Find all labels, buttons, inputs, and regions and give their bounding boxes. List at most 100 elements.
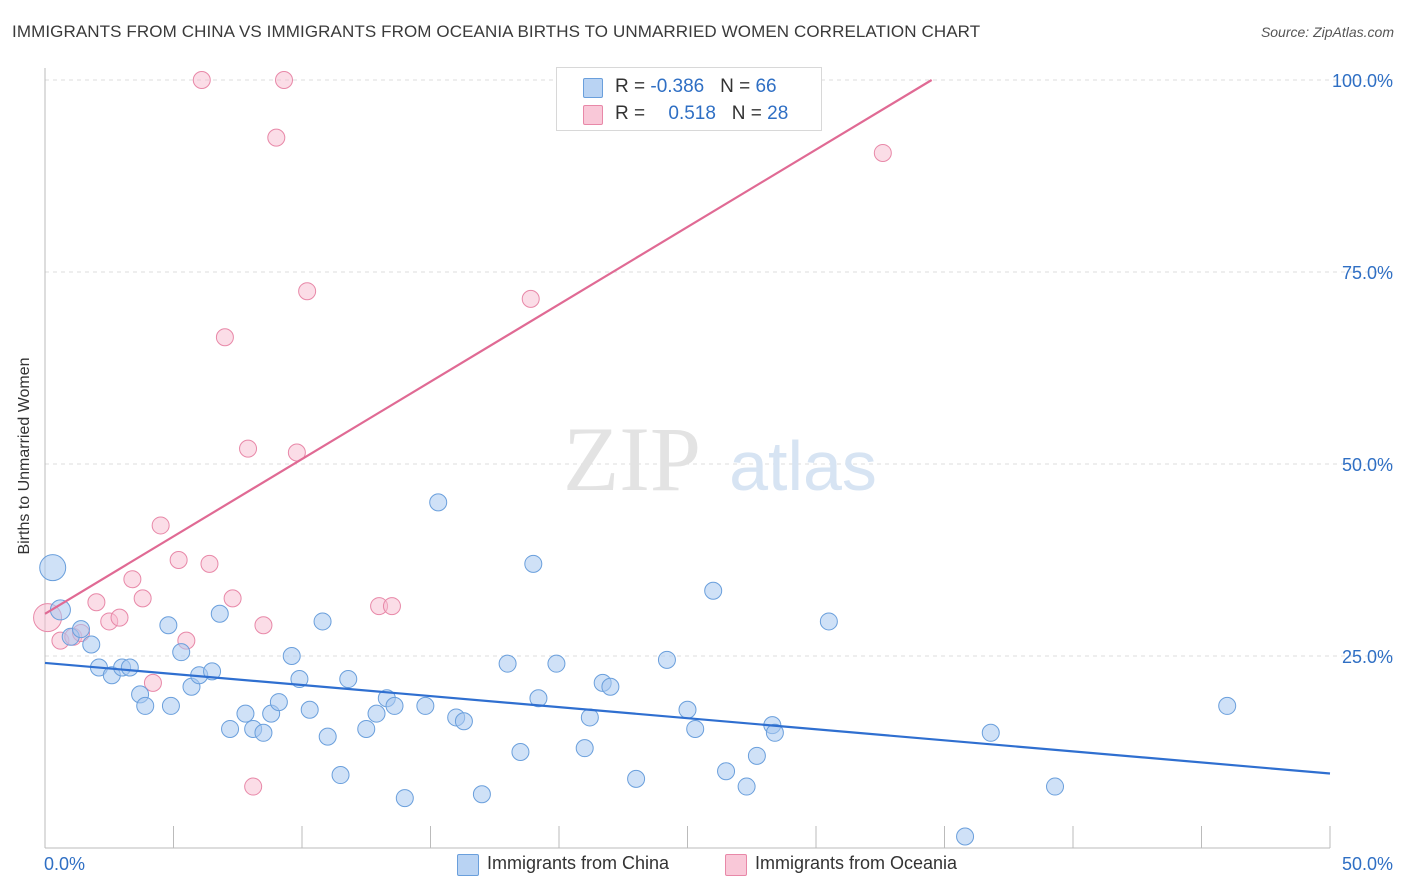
- china-points: [39, 493, 1237, 846]
- source-label: Source: ZipAtlas.com: [1260, 24, 1394, 40]
- china-point: [547, 654, 566, 673]
- china-point: [472, 785, 491, 804]
- grid-lines: [45, 79, 1395, 657]
- oceania-point: [110, 608, 129, 627]
- trend-lines: [44, 79, 1331, 775]
- oceania-r-label: R =: [615, 103, 651, 124]
- china-point: [203, 662, 222, 681]
- oceania-legend-label: Immigrants from Oceania: [755, 853, 958, 873]
- oceania-point: [192, 71, 211, 89]
- china-point: [956, 827, 975, 846]
- y-tick-label: 25.0%: [1342, 647, 1393, 667]
- series-legend: Immigrants from China Immigrants from Oc…: [0, 852, 1406, 878]
- china-r-label: R =: [615, 76, 651, 97]
- oceania-point: [382, 597, 401, 616]
- china-point: [236, 704, 255, 723]
- oceania-point: [267, 128, 286, 147]
- oceania-point: [143, 673, 162, 692]
- china-point: [686, 719, 705, 738]
- china-point: [367, 704, 386, 723]
- oceania-point: [223, 589, 242, 608]
- oceania-point: [215, 328, 234, 347]
- oceania-point: [275, 71, 294, 89]
- china-point: [221, 719, 240, 738]
- watermark: ZIP atlas: [563, 408, 877, 510]
- y-tick-label: 100.0%: [1332, 71, 1393, 91]
- china-point: [429, 493, 448, 512]
- china-point: [737, 777, 756, 796]
- china-point: [254, 723, 273, 742]
- watermark-zip: ZIP: [563, 408, 701, 510]
- oceania-legend-swatch: [725, 854, 747, 876]
- y-axis-label: Births to Unmarried Women: [16, 357, 33, 555]
- watermark-atlas: atlas: [729, 427, 877, 505]
- china-point: [395, 789, 414, 808]
- china-point: [385, 696, 404, 715]
- china-point: [529, 689, 548, 708]
- china-point: [704, 581, 723, 600]
- oceania-point: [239, 439, 258, 458]
- china-point: [159, 616, 178, 635]
- china-point: [765, 723, 784, 742]
- chart-title: IMMIGRANTS FROM CHINA VS IMMIGRANTS FROM…: [12, 22, 981, 41]
- china-point: [498, 654, 517, 673]
- china-point: [657, 650, 676, 669]
- china-point: [172, 643, 191, 662]
- oceania-point: [151, 516, 170, 535]
- china-point: [82, 635, 101, 654]
- oceania-trend-line: [44, 79, 933, 615]
- china-point: [282, 647, 301, 665]
- china-point: [416, 696, 435, 715]
- china-point: [357, 719, 376, 738]
- oceania-point: [254, 616, 273, 635]
- oceania-n-label: N =: [731, 103, 768, 124]
- x-tick-label: 0.0%: [44, 854, 85, 874]
- oceania-r-value: 0.518: [668, 103, 716, 124]
- oceania-point: [873, 143, 892, 162]
- china-point: [580, 708, 599, 727]
- china-point: [269, 693, 288, 712]
- china-n-value: 66: [755, 76, 777, 97]
- oceania-point: [298, 282, 317, 301]
- y-tick-label: 50.0%: [1342, 455, 1393, 475]
- china-point: [1046, 777, 1065, 796]
- china-point: [575, 739, 594, 758]
- china-point: [290, 670, 309, 689]
- china-point: [120, 658, 139, 677]
- china-point: [819, 612, 838, 631]
- china-point: [161, 696, 180, 715]
- china-point: [313, 612, 332, 631]
- china-n-label: N =: [720, 76, 756, 97]
- china-point: [300, 700, 319, 719]
- oceania-n-value: 28: [767, 103, 789, 124]
- axes: [44, 68, 1331, 849]
- oceania-point: [87, 593, 106, 612]
- china-point: [210, 604, 229, 623]
- china-trend-line: [44, 661, 1331, 775]
- oceania-point: [169, 551, 188, 569]
- china-point: [601, 677, 620, 696]
- oceania-swatch: [583, 105, 603, 125]
- oceania-point: [123, 570, 142, 589]
- china-legend-swatch: [457, 854, 479, 876]
- oceania-point: [521, 289, 540, 308]
- oceania-points: [33, 71, 892, 796]
- china-legend-label: Immigrants from China: [487, 853, 670, 873]
- oceania-point: [200, 554, 219, 573]
- china-r-value: -0.386: [650, 76, 705, 97]
- china-point: [331, 766, 350, 785]
- china-point: [524, 554, 543, 573]
- china-point: [454, 712, 473, 731]
- china-point: [1218, 696, 1237, 715]
- china-point: [747, 746, 766, 765]
- china-point: [318, 727, 337, 746]
- oceania-point: [133, 589, 152, 608]
- china-point: [717, 762, 736, 781]
- oceania-point: [244, 777, 263, 796]
- china-point: [71, 620, 90, 639]
- china-point: [678, 700, 697, 719]
- x-tick-label: 50.0%: [1342, 854, 1393, 874]
- china-point: [627, 769, 646, 788]
- china-swatch: [583, 78, 603, 98]
